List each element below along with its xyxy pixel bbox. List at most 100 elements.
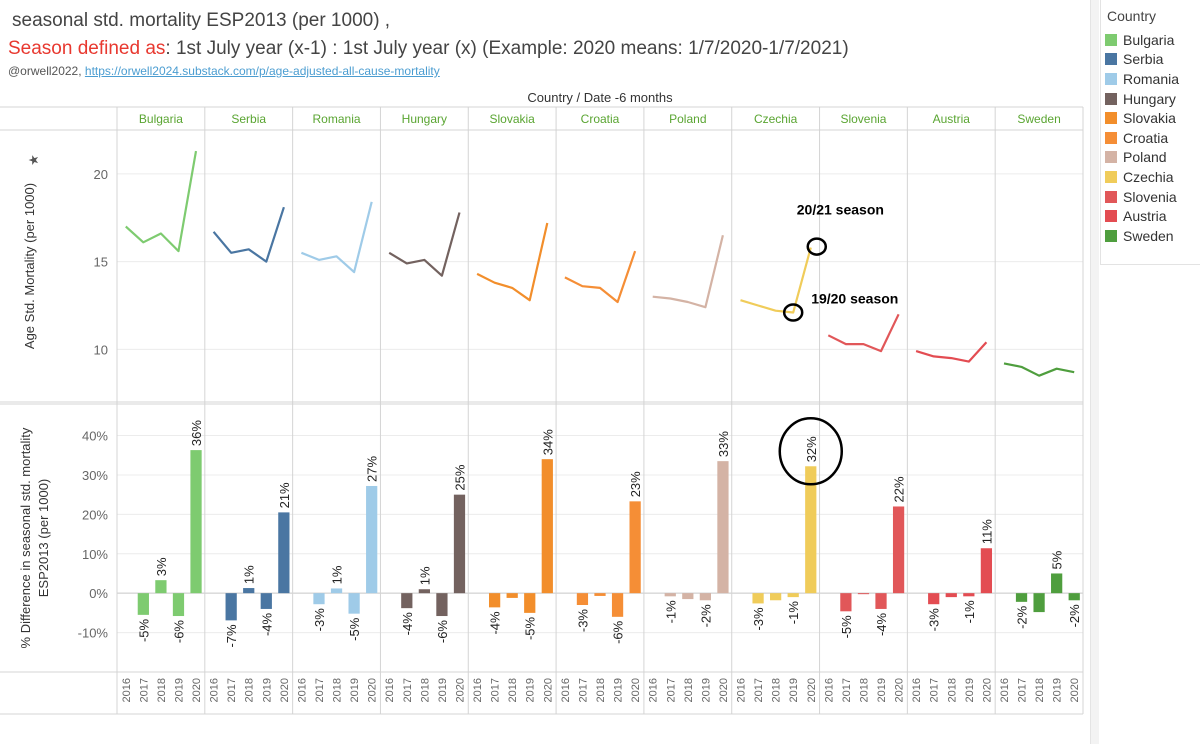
bar-data-label: -1% [962, 600, 977, 624]
x-tick-label: 2016 [384, 678, 396, 702]
x-tick-label: 2016 [560, 678, 572, 702]
bar-data-label: 33% [716, 431, 731, 457]
bar-romania [348, 593, 360, 614]
series-line-czechia [740, 247, 812, 314]
author-handle: @orwell2022, [8, 64, 82, 78]
x-tick-label: 2016 [209, 678, 221, 702]
legend-item[interactable]: Serbia [1101, 50, 1200, 70]
legend-swatch [1105, 229, 1117, 242]
series-line-romania [300, 201, 373, 274]
bottom-y-axis-title-line2: ESP2013 (per 1000) [36, 479, 51, 598]
x-tick-label: 2016 [736, 678, 748, 702]
bottom-y-tick-label: 0% [89, 586, 108, 601]
bar-data-label: 23% [628, 471, 643, 497]
bar-data-label: -5% [839, 615, 854, 639]
x-tick-label: 2019 [964, 678, 976, 702]
country-header: Slovenia [840, 112, 886, 126]
bar-data-label: 22% [892, 476, 907, 502]
legend-swatch [1105, 72, 1117, 85]
x-tick-label: 2018 [156, 678, 168, 702]
bar-serbia [243, 588, 255, 594]
x-tick-label: 2020 [279, 678, 291, 702]
bottom-y-tick-label: 10% [82, 547, 108, 562]
bar-data-label: -6% [435, 620, 450, 644]
bar-data-label: -3% [751, 607, 766, 631]
legend-swatch [1105, 170, 1117, 183]
country-header: Hungary [402, 112, 447, 126]
bar-data-label: 5% [1050, 550, 1065, 569]
season-defined-label: Season defined as [8, 38, 166, 59]
bar-austria [928, 593, 940, 605]
bar-romania [366, 485, 378, 594]
bar-austria [945, 593, 957, 598]
legend-item[interactable]: Croatia [1101, 128, 1200, 148]
bar-data-label: -6% [172, 620, 187, 644]
x-tick-label: 2020 [806, 678, 818, 702]
x-tick-label: 2019 [788, 678, 800, 702]
legend-swatch [1105, 33, 1117, 46]
bar-czechia [770, 593, 782, 601]
legend-label: Poland [1123, 149, 1167, 166]
x-tick-label: 2016 [296, 678, 308, 702]
source-link[interactable]: https://orwell2024.substack.com/p/age-ad… [84, 64, 440, 78]
top-y-tick-label: 15 [94, 255, 108, 270]
x-tick-label: 2016 [472, 678, 484, 702]
legend-item[interactable]: Slovakia [1101, 108, 1200, 128]
legend-label: Czechia [1123, 168, 1174, 185]
bar-slovakia [488, 593, 501, 608]
legend-item[interactable]: Bulgaria [1101, 30, 1200, 50]
legend-item[interactable]: Sweden [1101, 226, 1200, 246]
bar-data-label: 1% [330, 565, 345, 584]
bar-data-label: 36% [189, 420, 204, 446]
legend-item[interactable]: Czechia [1101, 167, 1200, 187]
x-tick-label: 2019 [174, 678, 186, 702]
series-line-slovakia [476, 222, 549, 302]
bar-data-label: -4% [400, 612, 415, 636]
x-tick-label: 2020 [630, 678, 642, 702]
x-tick-label: 2017 [929, 678, 941, 702]
legend-swatch [1105, 131, 1117, 144]
legend-item[interactable]: Romania [1101, 69, 1200, 89]
bar-bulgaria [190, 450, 202, 594]
bar-data-label: -4% [488, 611, 503, 635]
legend-swatch [1105, 92, 1117, 105]
bar-data-label: -2% [698, 604, 713, 628]
bar-data-label: -4% [874, 612, 889, 636]
x-tick-label: 2016 [121, 678, 133, 702]
legend-item[interactable]: Austria [1101, 206, 1200, 226]
bar-sweden [1051, 573, 1063, 594]
legend-item[interactable]: Slovenia [1101, 187, 1200, 207]
x-tick-label: 2016 [648, 678, 660, 702]
bar-data-label: -4% [259, 612, 274, 636]
bar-data-label: 21% [277, 482, 292, 508]
bar-data-label: -3% [927, 608, 942, 632]
bar-slovenia [857, 593, 870, 595]
bottom-y-axis-title-line1: % Difference in seasonal std. mortality [18, 427, 33, 648]
bar-sweden [1068, 593, 1080, 601]
bar-slovakia [541, 459, 553, 594]
x-tick-label: 2018 [332, 678, 344, 702]
series-line-slovenia [827, 313, 900, 353]
bar-croatia [611, 593, 624, 617]
bar-data-label: -1% [663, 600, 678, 624]
chart-subtitle: Season defined as: 1st July year (x-1) :… [8, 38, 1088, 60]
bar-romania [313, 593, 325, 605]
x-tick-label: 2017 [226, 678, 238, 702]
x-tick-label: 2020 [981, 678, 993, 702]
series-line-bulgaria [125, 150, 198, 253]
top-y-axis-title: Age Std. Mortality (per 1000) [22, 183, 37, 349]
x-tick-label: 2016 [823, 678, 835, 702]
bar-data-label: -5% [523, 616, 538, 640]
legend-label: Sweden [1123, 227, 1174, 244]
vertical-scrollbar[interactable] [1090, 0, 1099, 744]
series-line-austria [915, 341, 988, 363]
x-tick-label: 2020 [191, 678, 203, 702]
bar-slovenia [840, 593, 852, 612]
x-tick-label: 2017 [577, 678, 589, 702]
bar-data-label: 1% [417, 566, 432, 585]
bar-hungary [401, 593, 413, 609]
legend-item[interactable]: Hungary [1101, 89, 1200, 109]
legend-title: Country [1107, 8, 1157, 24]
x-tick-label: 2019 [613, 678, 625, 702]
legend-item[interactable]: Poland [1101, 148, 1200, 168]
